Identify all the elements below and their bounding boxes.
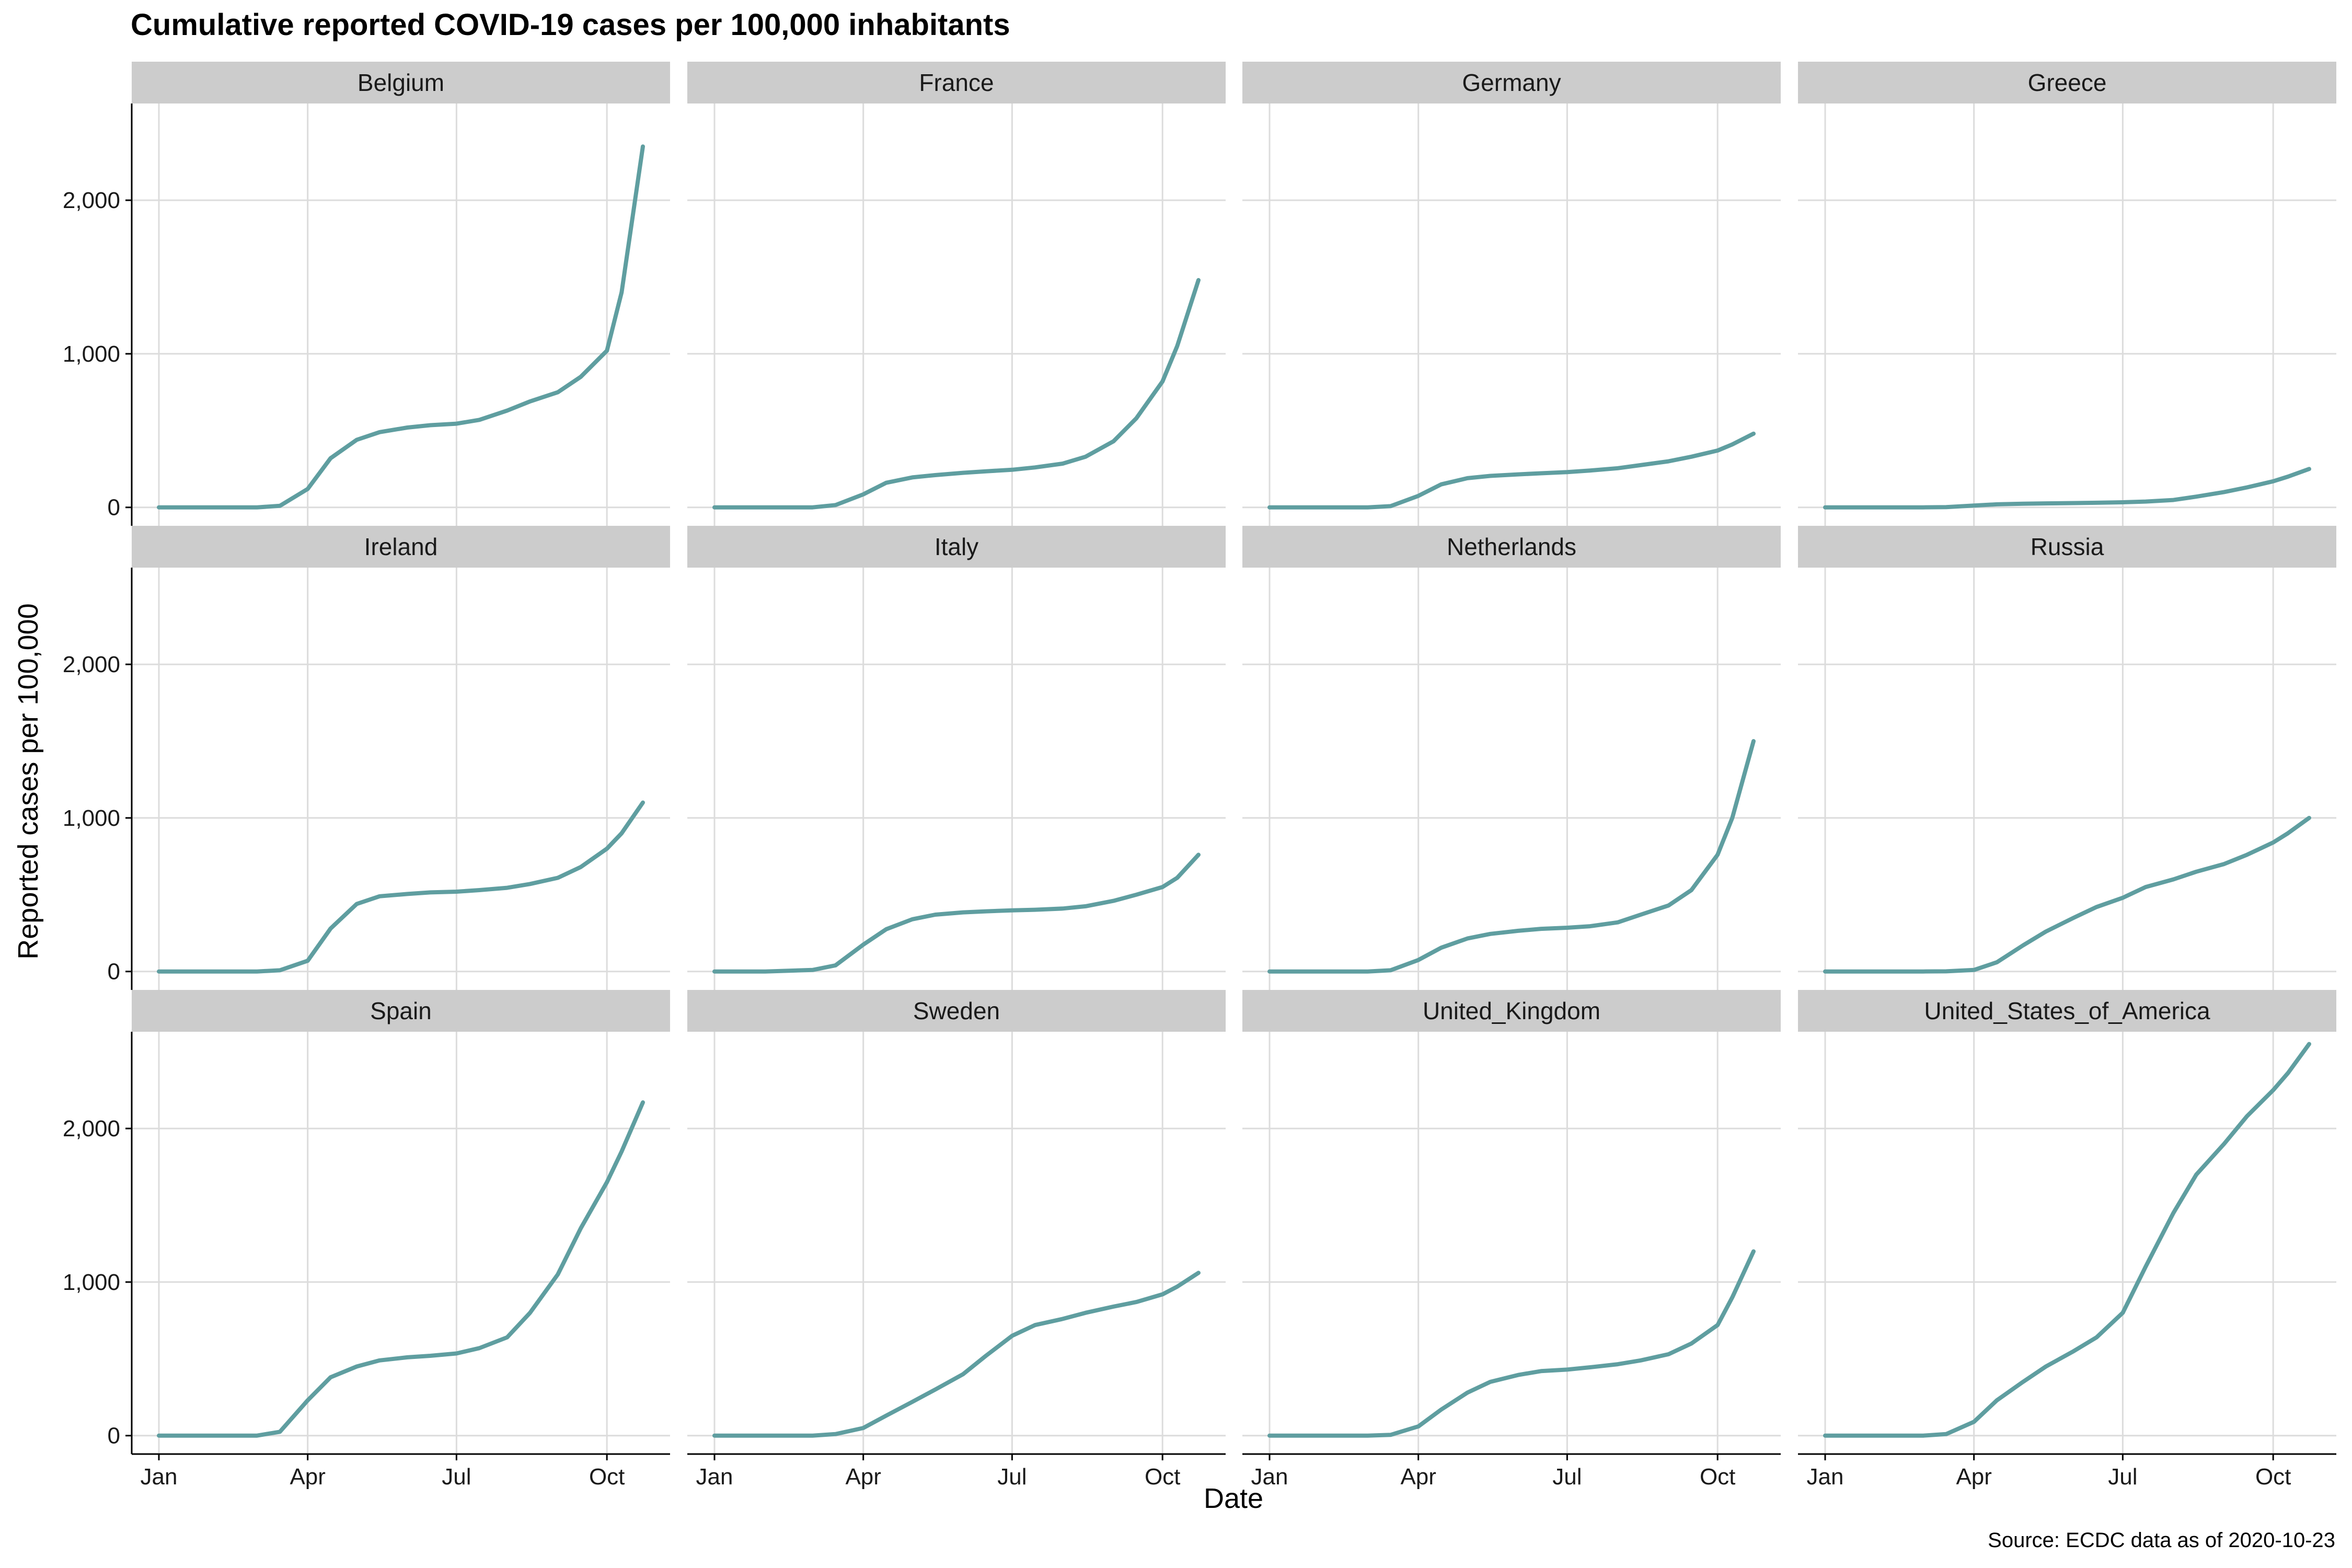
y-tick-label: 1,000	[63, 805, 120, 831]
facet-strip	[1798, 526, 2336, 568]
series-line-Ireland	[157, 800, 645, 974]
y-tick-label: 1,000	[63, 341, 120, 367]
chart-caption: Source: ECDC data as of 2020-10-23	[1988, 1529, 2335, 1552]
x-tick-label: Jan	[141, 1464, 178, 1490]
series-line-United_Kingdom	[1267, 1249, 1756, 1438]
x-tick-label: Jan	[1251, 1464, 1288, 1490]
y-tick-label: 1,000	[63, 1270, 120, 1295]
y-axis-title: Reported cases per 100,000	[13, 603, 44, 959]
series-line-Germany	[1267, 431, 1756, 510]
facet-strip	[132, 62, 670, 103]
x-tick-label: Apr	[290, 1464, 325, 1490]
facet-strip	[132, 526, 670, 568]
facet-label: Greece	[2028, 69, 2107, 96]
series-line-Spain	[157, 1100, 645, 1438]
y-tick-label: 0	[108, 495, 120, 521]
facet-strip	[687, 990, 1226, 1032]
facet-strip	[132, 990, 670, 1032]
facet-strip	[1242, 526, 1781, 568]
x-tick-label: Jul	[2108, 1464, 2137, 1490]
y-tick-label: 2,000	[63, 188, 120, 213]
facet-label: France	[919, 69, 994, 96]
series-line-Russia	[1823, 815, 2311, 974]
y-tick-label: 0	[108, 1423, 120, 1449]
facet-label: Ireland	[364, 533, 438, 560]
x-tick-label: Jul	[997, 1464, 1027, 1490]
y-tick-label: 2,000	[63, 1116, 120, 1142]
facet-label: Belgium	[358, 69, 444, 96]
facet-strip	[1242, 62, 1781, 103]
series-line-Greece	[1823, 467, 2311, 510]
facet-label: United_Kingdom	[1423, 997, 1600, 1024]
facet-strip	[1242, 990, 1781, 1032]
facet-strip	[1798, 990, 2336, 1032]
x-tick-label: Apr	[1956, 1464, 1991, 1490]
series-line-Sweden	[712, 1271, 1201, 1438]
series-line-Netherlands	[1267, 739, 1756, 974]
facet-label: Netherlands	[1447, 533, 1576, 560]
x-axis-title: Date	[1204, 1483, 1263, 1514]
x-tick-label: Oct	[1145, 1464, 1180, 1490]
series-line-United_States_of_America	[1823, 1042, 2311, 1438]
x-tick-label: Apr	[1400, 1464, 1436, 1490]
facet-strip	[1798, 62, 2336, 103]
series-line-Belgium	[157, 144, 645, 510]
facet-label: Sweden	[913, 997, 1000, 1024]
facet-label: Russia	[2031, 533, 2104, 560]
chart-title: Cumulative reported COVID-19 cases per 1…	[131, 8, 1010, 42]
x-tick-label: Jan	[696, 1464, 733, 1490]
x-tick-label: Apr	[845, 1464, 881, 1490]
x-tick-label: Jul	[1552, 1464, 1582, 1490]
x-tick-label: Jul	[442, 1464, 471, 1490]
x-tick-label: Oct	[2255, 1464, 2291, 1490]
series-line-Italy	[712, 852, 1201, 974]
x-tick-label: Jan	[1807, 1464, 1844, 1490]
facet-label: United_States_of_America	[1924, 997, 2210, 1024]
series-line-France	[712, 278, 1201, 510]
facet-strip	[687, 62, 1226, 103]
y-tick-label: 0	[108, 959, 120, 985]
y-tick-label: 2,000	[63, 652, 120, 677]
facet-label: Spain	[370, 997, 432, 1024]
x-tick-label: Oct	[1700, 1464, 1735, 1490]
facet-label: Germany	[1462, 69, 1561, 96]
x-tick-label: Oct	[589, 1464, 625, 1490]
facet-strip	[687, 526, 1226, 568]
facet-label: Italy	[935, 533, 978, 560]
